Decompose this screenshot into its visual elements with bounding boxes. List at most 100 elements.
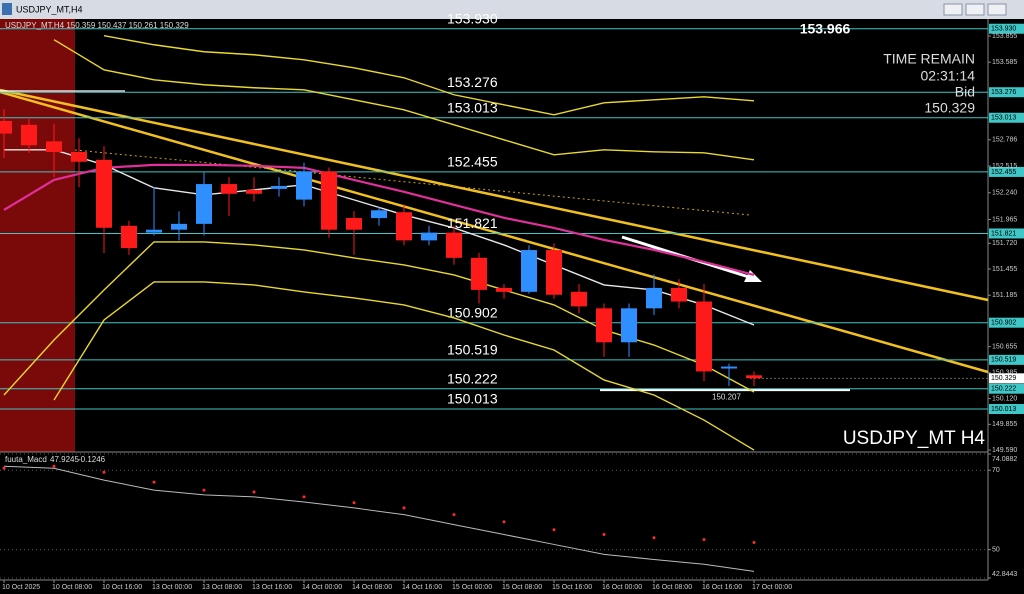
minimize-button[interactable] (943, 3, 963, 16)
x-tick-label: 10 Oct 16:00 (102, 584, 142, 591)
candle-body (571, 291, 587, 307)
level-label: 151.821 (447, 215, 498, 231)
symbol-watermark: USDJPY_MT H4 (843, 428, 986, 449)
overlay-line (103, 35, 755, 116)
candle-body (46, 141, 62, 153)
y-tick-label: 149.855 (992, 421, 1017, 428)
x-tick-label: 15 Oct 08:00 (502, 584, 542, 591)
candle-body (96, 159, 112, 228)
candle-body (671, 287, 687, 302)
candle-body (446, 232, 462, 258)
main-plot (0, 19, 988, 452)
level-axis-label: 150.222 (991, 386, 1016, 393)
level-axis-box (989, 87, 1024, 98)
indicator-dot (602, 533, 606, 537)
indicator-dot (152, 480, 156, 484)
timer-label: TIME REMAIN (883, 51, 975, 67)
candle-body (71, 152, 87, 162)
overlay-line (53, 39, 755, 161)
overlay-line (53, 281, 755, 451)
title-bar (0, 0, 1024, 19)
indicator-name: fuuta_Macd (5, 455, 47, 464)
candle-body (246, 189, 262, 194)
x-tick-label: 17 Oct 00:00 (752, 584, 792, 591)
level-axis-box (989, 112, 1024, 123)
level-label: 150.519 (447, 342, 498, 358)
indicator-dot (252, 490, 256, 494)
x-tick-label: 16 Oct 16:00 (702, 584, 742, 591)
indicator-line (3, 465, 755, 572)
indicator-dot (202, 488, 206, 492)
trend-line (0, 88, 989, 302)
indicator-dot (52, 464, 56, 468)
level-axis-label: 150.013 (991, 406, 1016, 413)
y-tick-label: 50 (992, 546, 1000, 553)
chart-info: USDJPY_MT,H4 150.359 150.437 150.261 150… (5, 21, 189, 30)
close-button[interactable] (987, 3, 1007, 16)
indicator-dot (502, 520, 506, 524)
level-axis-box (989, 317, 1024, 328)
y-tick-label: 153.585 (992, 59, 1017, 66)
level-axis-label: 153.276 (991, 89, 1016, 96)
candle-body (721, 366, 737, 369)
indicator-dot (102, 470, 106, 474)
candle-body (146, 229, 162, 233)
candle-body (421, 232, 437, 241)
candle-body (521, 250, 537, 292)
session-high-label: 153.966 (800, 21, 851, 37)
x-tick-label: 13 Oct 16:00 (252, 584, 292, 591)
timer-value: 02:31:14 (921, 68, 976, 84)
y-tick-label: 149.590 (992, 447, 1017, 454)
level-label: 153.930 (447, 10, 498, 26)
level-axis-box (989, 166, 1024, 177)
candle-body (471, 257, 487, 290)
candle-body (296, 171, 312, 200)
x-tick-label: 13 Oct 00:00 (152, 584, 192, 591)
indicator-dot (552, 528, 556, 532)
candle-body (196, 184, 212, 224)
y-tick-label: 152.240 (992, 190, 1017, 197)
level-axis-box (989, 403, 1024, 414)
level-axis-box (989, 23, 1024, 34)
candle-body (596, 308, 612, 343)
level-label: 150.013 (447, 391, 498, 407)
y-tick-label: 151.455 (992, 266, 1017, 273)
candle-body (496, 287, 512, 292)
candle-body (21, 124, 37, 146)
y-tick-label: 42.8443 (992, 571, 1017, 578)
candle-body (696, 301, 712, 372)
level-axis-label: 150.902 (991, 320, 1016, 327)
x-tick-label: 14 Oct 08:00 (352, 584, 392, 591)
level-axis-label: 153.930 (991, 26, 1016, 33)
candle-body (346, 218, 362, 230)
current-price-box (989, 373, 1024, 384)
indicator-dot (2, 466, 6, 470)
candle-body (746, 375, 762, 379)
level-label: 152.455 (447, 154, 498, 170)
candle-body (121, 225, 137, 249)
x-tick-label: 16 Oct 00:00 (602, 584, 642, 591)
candle-body (396, 212, 412, 241)
level-label: 153.013 (447, 99, 498, 115)
maximize-button[interactable] (965, 3, 985, 16)
y-tick-label: 150.385 (992, 370, 1017, 377)
bid-value: 150.329 (924, 100, 975, 116)
indicator-dot (352, 501, 356, 505)
y-tick-label: 70 (992, 467, 1000, 474)
level-label: 150.902 (447, 304, 498, 320)
dashed-line (74, 149, 751, 216)
indicator-dot (302, 495, 306, 499)
trend-line (0, 90, 989, 374)
candle-body (171, 223, 187, 230)
x-tick-label: 13 Oct 08:00 (202, 584, 242, 591)
y-tick-label: 74.0882 (992, 456, 1017, 463)
x-tick-label: 16 Oct 08:00 (652, 584, 692, 591)
indicator-dot (452, 513, 456, 517)
y-tick-label: 151.965 (992, 216, 1017, 223)
candle-body (371, 210, 387, 219)
x-tick-label: 10 Oct 2025 (2, 584, 40, 591)
level-axis-label: 153.013 (991, 115, 1016, 122)
y-tick-label: 152.515 (992, 163, 1017, 170)
level-axis-box (989, 228, 1024, 239)
